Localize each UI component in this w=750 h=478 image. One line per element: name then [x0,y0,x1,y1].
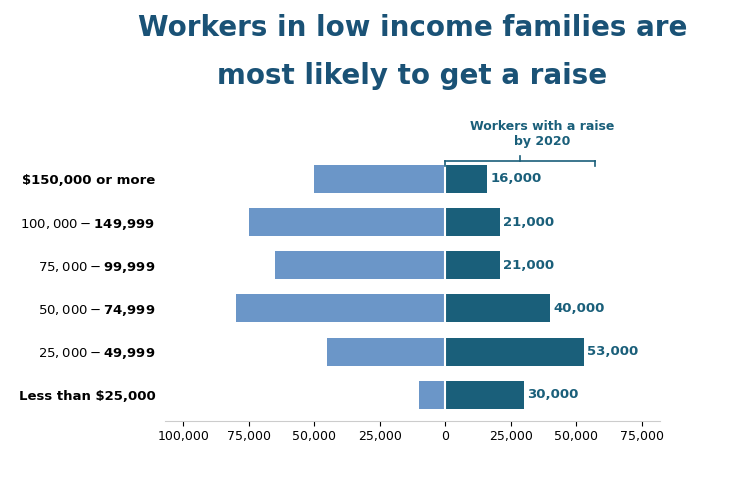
Text: Workers in low income families are: Workers in low income families are [138,14,687,43]
Bar [419,380,446,409]
Bar [446,380,524,409]
Bar [446,337,584,366]
Bar [236,294,446,323]
Bar [328,337,446,366]
Text: most likely to get a raise: most likely to get a raise [217,62,608,90]
Text: 21,000: 21,000 [503,259,554,272]
Bar [275,251,446,279]
Text: 30,000: 30,000 [527,388,578,401]
Bar [446,251,500,279]
Text: 40,000: 40,000 [554,302,604,315]
Text: Workers with a raise
by 2020: Workers with a raise by 2020 [470,120,614,148]
Bar [446,294,550,323]
Bar [249,208,446,236]
Text: 21,000: 21,000 [503,216,554,228]
Bar [446,165,488,193]
Text: 53,000: 53,000 [587,345,638,358]
Bar [446,208,500,236]
Bar [314,165,446,193]
Text: 16,000: 16,000 [490,173,542,185]
